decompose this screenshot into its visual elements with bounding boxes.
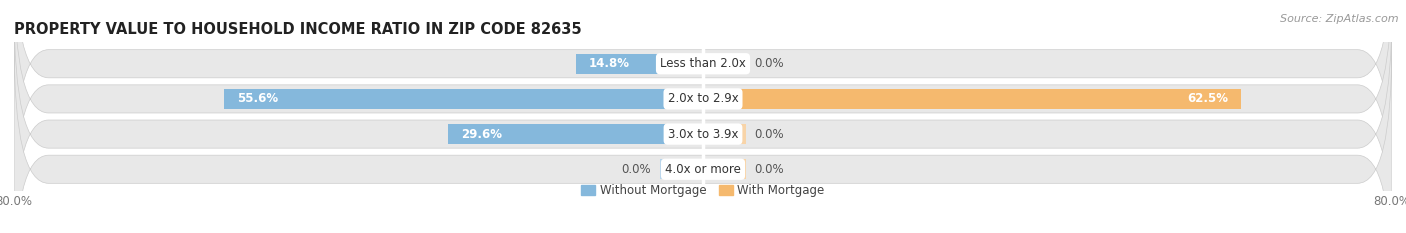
Bar: [703, 124, 747, 144]
FancyBboxPatch shape: [14, 0, 1392, 226]
Bar: [449, 124, 703, 144]
Text: 55.6%: 55.6%: [238, 93, 278, 105]
Text: 29.6%: 29.6%: [461, 128, 502, 140]
Text: 0.0%: 0.0%: [755, 163, 785, 176]
Bar: [703, 54, 747, 74]
FancyBboxPatch shape: [14, 43, 1392, 233]
Text: 62.5%: 62.5%: [1187, 93, 1229, 105]
Bar: [575, 54, 703, 74]
Bar: [659, 159, 703, 179]
Text: 0.0%: 0.0%: [755, 57, 785, 70]
Text: 2.0x to 2.9x: 2.0x to 2.9x: [668, 93, 738, 105]
Text: 0.0%: 0.0%: [755, 128, 785, 140]
Bar: [703, 159, 747, 179]
Text: 3.0x to 3.9x: 3.0x to 3.9x: [668, 128, 738, 140]
Bar: [703, 89, 1241, 109]
Text: Less than 2.0x: Less than 2.0x: [659, 57, 747, 70]
Text: 14.8%: 14.8%: [589, 57, 630, 70]
Bar: [224, 89, 703, 109]
Legend: Without Mortgage, With Mortgage: Without Mortgage, With Mortgage: [581, 184, 825, 197]
Text: 0.0%: 0.0%: [621, 163, 651, 176]
Text: 4.0x or more: 4.0x or more: [665, 163, 741, 176]
FancyBboxPatch shape: [14, 7, 1392, 233]
FancyBboxPatch shape: [14, 0, 1392, 190]
Text: PROPERTY VALUE TO HOUSEHOLD INCOME RATIO IN ZIP CODE 82635: PROPERTY VALUE TO HOUSEHOLD INCOME RATIO…: [14, 22, 582, 37]
Text: Source: ZipAtlas.com: Source: ZipAtlas.com: [1281, 14, 1399, 24]
